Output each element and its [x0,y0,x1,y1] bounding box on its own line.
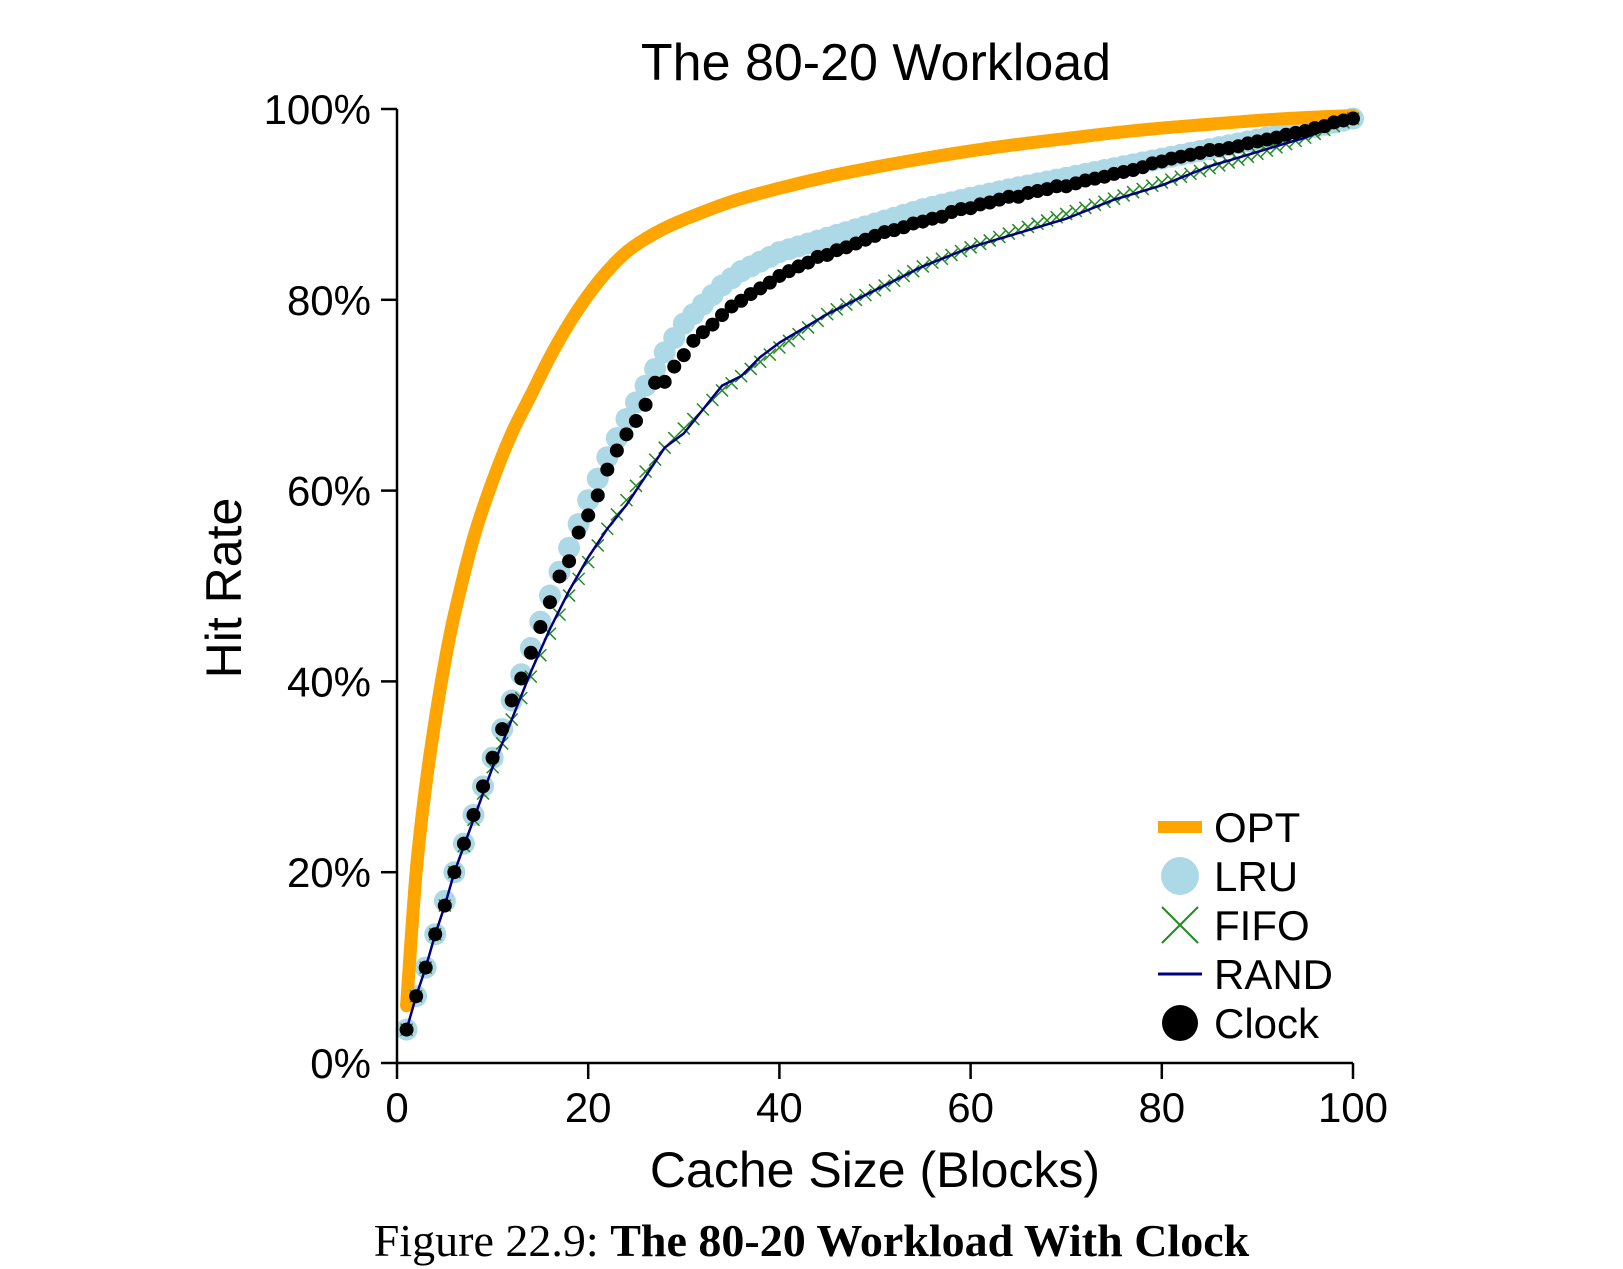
lru-point [644,357,667,380]
clock-point [466,807,481,822]
x-axis-label: Cache Size (Blocks) [650,1142,1100,1198]
legend-swatch [1162,1005,1198,1041]
y-tick-label: 20% [287,849,371,896]
fifo-point [629,479,643,493]
clock-point [1346,111,1360,126]
clock-point [495,722,510,737]
fifo-point [619,493,633,507]
fifo-point [772,340,786,355]
legend-item-clock: Clock [1162,1000,1320,1047]
clock-point [504,693,519,708]
fifo-point [744,362,758,376]
legend-label: OPT [1214,804,1300,851]
x-tick-label: 20 [565,1084,612,1131]
x-tick-label: 0 [385,1084,408,1131]
figure-caption: Figure 22.9: The 80-20 Workload With Clo… [0,1213,1623,1269]
clock-point [590,488,605,503]
clock-point [552,569,567,584]
ticks: 0 20 40 60 80 100 0% 20% 40% 60% 80% 100% [264,86,1388,1131]
legend-label: Clock [1214,1000,1320,1047]
legend-item-fifo: FIFO [1161,902,1310,949]
caption-prefix: Figure 22.9: [373,1215,611,1266]
fifo-point [753,355,767,369]
clock-point [542,595,557,610]
clock-point [667,359,682,374]
clock-point [638,397,653,412]
caption-title: The 80-20 Workload With Clock [610,1215,1250,1266]
clock-point [629,413,643,428]
series-opt-line [400,109,1360,1013]
fifo-point [763,348,777,362]
clock-point [619,427,634,442]
legend-item-lru: LRU [1161,853,1298,900]
series-rand-line [405,117,1354,1030]
y-tick-label: 100% [264,86,371,133]
clock-point [715,308,730,323]
clock-point [456,836,471,851]
clock-point [447,865,462,880]
legend-swatch [1161,857,1199,895]
clock-point [523,645,538,660]
x-tick-label: 60 [947,1084,994,1131]
clock-point [676,348,691,363]
lru-point [558,536,581,559]
legend-label: FIFO [1214,902,1310,949]
clock-point [437,898,452,913]
legend-item-rand: RAND [1158,951,1333,998]
y-axis-label: Hit Rate [196,498,252,679]
clock-point [571,525,586,540]
legend-item-opt: OPT [1158,804,1300,851]
clock-point [705,317,720,332]
fifo-point [782,334,796,348]
axes [395,109,1353,1065]
y-tick-label: 0% [310,1040,371,1087]
x-tick-label: 80 [1138,1084,1185,1131]
series-lru [395,107,1364,1041]
fifo-point [1069,204,1083,218]
series-clock [399,111,1360,1037]
clock-point [428,927,443,942]
legend-swatch [1161,906,1199,944]
clock-point [657,374,672,389]
clock-point [609,443,624,458]
clock-point [600,462,615,477]
clock-point [409,989,424,1004]
legend-label: RAND [1214,951,1333,998]
fifo-point [639,464,653,479]
fifo-point [715,383,729,397]
x-tick-label: 40 [756,1084,803,1131]
chart: The 80-20 Workload 0 20 40 60 80 100 0% 20% 40% 6… [196,34,1388,1198]
clock-point [514,671,529,686]
clock-point [686,333,701,348]
clock-point [485,750,500,765]
legend-label: LRU [1214,853,1298,900]
fifo-point [1117,188,1131,202]
clock-point [695,325,710,340]
y-tick-label: 60% [287,468,371,515]
clock-point [399,1022,414,1037]
y-tick-label: 80% [287,277,371,324]
clock-point [476,779,491,794]
x-tick-label: 100 [1318,1084,1388,1131]
y-tick-label: 40% [287,658,371,705]
chart-title: The 80-20 Workload [641,34,1111,92]
clock-point [533,620,548,635]
plot-area [395,107,1364,1041]
clock-point [418,960,433,975]
clock-point [562,554,577,569]
clock-point [581,508,596,523]
